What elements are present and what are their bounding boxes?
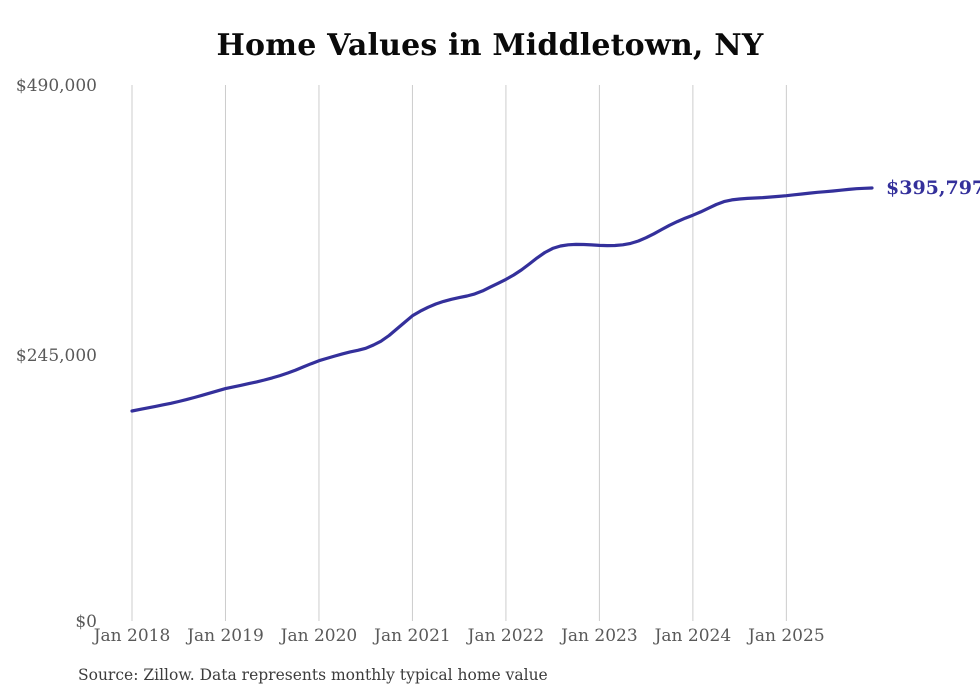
x-tick-label-jan-2020: Jan 2020 bbox=[279, 626, 358, 646]
x-tick-label-jan-2025: Jan 2025 bbox=[746, 626, 825, 646]
x-tick-label-jan-2021: Jan 2021 bbox=[372, 626, 451, 646]
x-tick-label-jan-2022: Jan 2022 bbox=[466, 626, 545, 646]
x-axis-tick-labels: Jan 2018 Jan 2019 Jan 2020 Jan 2021 Jan 2022… bbox=[92, 626, 825, 646]
x-tick-label-jan-2018: Jan 2018 bbox=[92, 626, 171, 646]
y-axis-tick-labels: $0 $245,000 $490,000 bbox=[16, 76, 97, 632]
x-tick-label-jan-2023: Jan 2023 bbox=[559, 626, 638, 646]
gridlines-group bbox=[131, 85, 787, 621]
home-value-line-series bbox=[130, 186, 874, 413]
y-tick-label-490000: $490,000 bbox=[16, 76, 97, 96]
x-tick-label-jan-2024: Jan 2024 bbox=[653, 626, 732, 646]
latest-value-label: $395,797 bbox=[886, 177, 980, 199]
chart-title: Home Values in Middletown, NY bbox=[216, 28, 764, 63]
y-tick-label-245000: $245,000 bbox=[16, 346, 97, 366]
y-tick-label-0: $0 bbox=[75, 612, 97, 632]
x-tick-label-jan-2019: Jan 2019 bbox=[185, 626, 264, 646]
source-note: Source: Zillow. Data represents monthly … bbox=[78, 666, 548, 684]
